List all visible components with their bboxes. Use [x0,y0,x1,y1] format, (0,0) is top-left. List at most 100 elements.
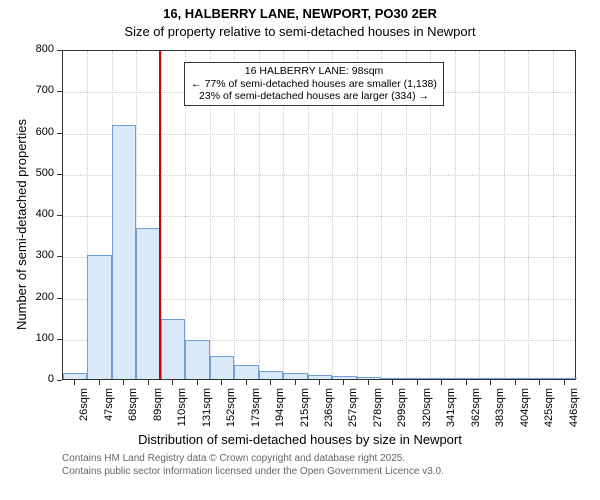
x-tick-mark [564,380,565,385]
x-tick-label: 320sqm [421,388,433,428]
y-tick-mark [57,91,62,92]
x-tick-mark [368,380,369,385]
y-tick-mark [57,174,62,175]
x-tick-label: 446sqm [568,388,580,428]
x-tick-mark [392,380,393,385]
x-tick-label: 404sqm [519,388,531,428]
y-tick-label: 0 [24,373,54,385]
x-tick-mark [515,380,516,385]
plot-area: 16 HALBERRY LANE: 98sqm← 77% of semi-det… [62,50,576,380]
histogram-bar [87,255,111,379]
footer-line2: Contains public sector information licen… [62,465,444,478]
y-tick-label: 100 [24,332,54,344]
y-tick-label: 500 [24,167,54,179]
y-tick-mark [57,133,62,134]
x-tick-mark [490,380,491,385]
y-tick-label: 300 [24,249,54,261]
histogram-bar [406,378,430,379]
x-tick-label: 362sqm [470,388,482,428]
x-tick-label: 236sqm [323,388,335,428]
gridline-h [63,216,575,217]
x-tick-label: 425sqm [543,388,555,428]
x-tick-mark [221,380,222,385]
x-tick-label: 383sqm [494,388,506,428]
histogram-bar [455,378,479,379]
histogram-bar [283,373,307,379]
annotation-box: 16 HALBERRY LANE: 98sqm← 77% of semi-det… [184,62,444,106]
footer-attribution: Contains HM Land Registry data © Crown c… [62,452,444,478]
x-tick-label: 47sqm [103,388,115,428]
x-tick-mark [295,380,296,385]
histogram-bar [161,319,185,379]
x-tick-label: 194sqm [274,388,286,428]
histogram-bar [210,356,234,379]
footer-line1: Contains HM Land Registry data © Crown c… [62,452,444,465]
histogram-bar [430,378,454,379]
histogram-bar [112,125,136,379]
x-tick-label: 26sqm [78,388,90,428]
chart-title-line2: Size of property relative to semi-detach… [0,24,600,39]
x-tick-label: 215sqm [299,388,311,428]
gridline-v [455,51,456,379]
x-tick-mark [319,380,320,385]
y-tick-mark [57,339,62,340]
gridline-v [504,51,505,379]
y-tick-label: 600 [24,126,54,138]
y-tick-mark [57,380,62,381]
x-tick-mark [74,380,75,385]
histogram-bar [63,373,87,379]
histogram-bar [381,378,405,379]
x-tick-mark [441,380,442,385]
x-tick-mark [99,380,100,385]
y-tick-label: 800 [24,43,54,55]
histogram-bar [308,375,332,379]
gridline-v [553,51,554,379]
histogram-bar [136,228,160,379]
y-tick-mark [57,215,62,216]
histogram-bar [528,378,552,379]
gridline-v [479,51,480,379]
x-tick-label: 278sqm [372,388,384,428]
histogram-bar [504,378,528,379]
x-tick-mark [197,380,198,385]
histogram-bar [357,377,381,379]
x-tick-label: 257sqm [347,388,359,428]
histogram-bar [259,371,283,379]
x-tick-label: 341sqm [445,388,457,428]
x-tick-mark [343,380,344,385]
y-tick-label: 400 [24,208,54,220]
x-tick-label: 68sqm [127,388,139,428]
y-tick-mark [57,256,62,257]
histogram-bar [479,378,503,379]
gridline-v [528,51,529,379]
histogram-bar [553,378,577,379]
gridline-h [63,134,575,135]
x-tick-label: 89sqm [152,388,164,428]
x-tick-mark [172,380,173,385]
x-tick-mark [270,380,271,385]
x-tick-label: 299sqm [396,388,408,428]
y-tick-label: 200 [24,291,54,303]
y-tick-label: 700 [24,84,54,96]
y-tick-mark [57,298,62,299]
x-axis-label: Distribution of semi-detached houses by … [0,432,600,447]
histogram-bar [332,376,356,379]
annotation-line: ← 77% of semi-detached houses are smalle… [191,78,437,91]
x-tick-mark [539,380,540,385]
y-tick-mark [57,50,62,51]
property-marker-line [159,51,161,379]
annotation-line: 16 HALBERRY LANE: 98sqm [191,65,437,78]
annotation-line: 23% of semi-detached houses are larger (… [191,90,437,103]
histogram-bar [185,340,209,379]
x-tick-mark [246,380,247,385]
x-tick-label: 110sqm [176,388,188,428]
x-tick-mark [123,380,124,385]
chart-title-line1: 16, HALBERRY LANE, NEWPORT, PO30 2ER [0,6,600,21]
x-tick-label: 173sqm [250,388,262,428]
x-tick-label: 131sqm [201,388,213,428]
x-tick-label: 152sqm [225,388,237,428]
histogram-bar [234,365,258,379]
x-tick-mark [466,380,467,385]
gridline-h [63,175,575,176]
x-tick-mark [148,380,149,385]
